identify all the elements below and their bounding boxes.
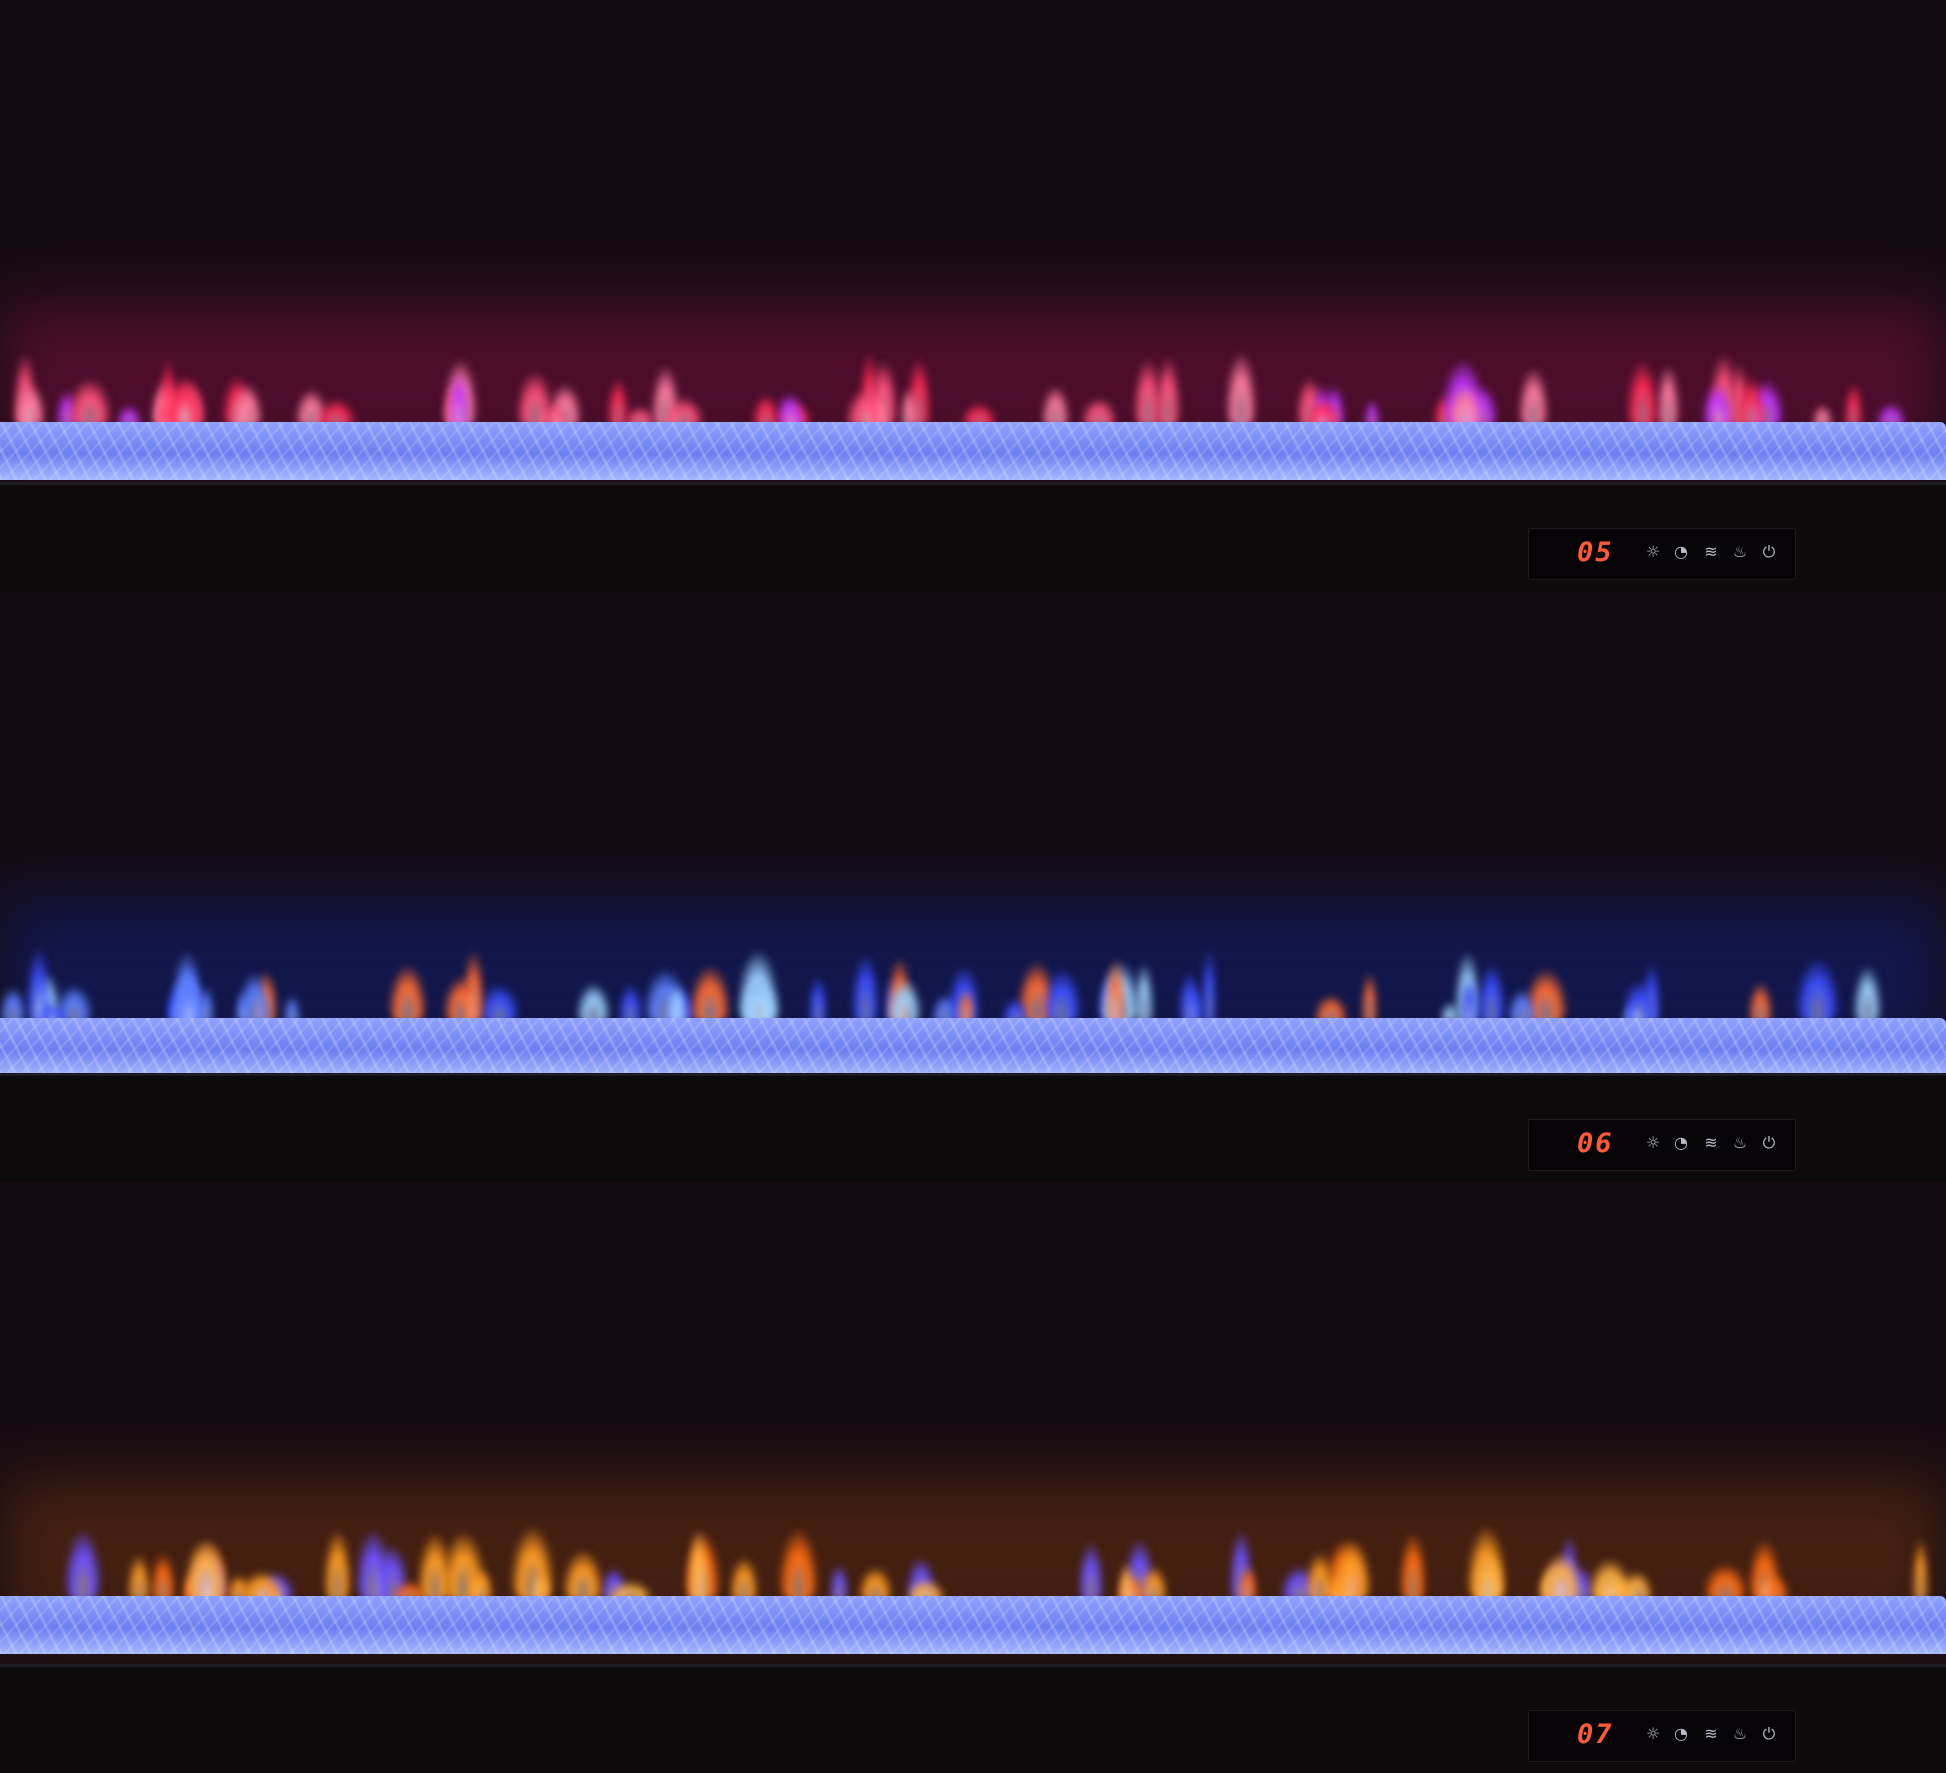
flame [1461,979,1479,1024]
flame [1119,1563,1134,1602]
flame [1364,399,1380,428]
flame [851,956,880,1024]
flame [283,996,301,1024]
flame [1238,1565,1257,1602]
brightness-icon[interactable]: ☼ [1645,542,1661,561]
led-display: 07 [1577,1719,1614,1750]
flame [478,985,520,1024]
flame [1362,972,1378,1024]
flame [517,372,553,428]
flame [1844,383,1863,428]
heat-icon[interactable]: ≋ [1704,1724,1718,1743]
flame [740,981,781,1024]
flame [232,384,262,428]
flame [669,984,685,1024]
flame [619,984,642,1024]
flame [576,983,610,1024]
flame [356,1530,391,1602]
flame-icon[interactable]: ♨ [1732,1133,1748,1152]
flame [958,989,975,1024]
power-icon[interactable]: ⏻ [1762,542,1776,561]
flame [729,1557,759,1602]
flame [901,387,917,428]
flame [463,951,485,1024]
flame [1589,1559,1632,1602]
flame [1201,950,1216,1024]
flame [830,1564,848,1602]
flame [869,361,898,428]
firebox [0,0,1946,482]
flame [607,378,628,428]
flame [235,990,250,1024]
flame [1478,965,1505,1024]
flame [1334,1541,1372,1602]
flame [1913,1538,1929,1602]
flame [27,949,51,1024]
flame [388,965,427,1024]
power-icon[interactable]: ⏻ [1762,1724,1776,1743]
control-trim: 06 ☼ ◔ ≋ ♨ ⏻ [0,1073,1946,1182]
flame [196,985,215,1024]
timer-icon[interactable]: ◔ [1674,1724,1688,1743]
crystal-media-bed [0,1018,1946,1073]
flame [184,1540,228,1602]
flame [1042,387,1070,428]
flame [1399,1533,1426,1602]
flame [1704,1565,1747,1602]
flame [1135,964,1154,1024]
flame [1105,960,1125,1024]
flame [1748,982,1772,1024]
control-trim: 05 ☼ ◔ ≋ ♨ ⏻ [0,482,1946,591]
flame [178,977,201,1024]
brightness-icon[interactable]: ☼ [1645,1133,1661,1152]
flame [16,385,45,428]
led-display: 05 [1577,537,1614,568]
flame [1627,362,1658,428]
flame [888,980,922,1024]
fireplace-panel: 06 ☼ ◔ ≋ ♨ ⏻ [0,591,1946,1182]
led-display: 06 [1577,1128,1614,1159]
flame [1156,358,1180,428]
heat-icon[interactable]: ≋ [1704,1133,1718,1152]
timer-icon[interactable]: ◔ [1674,1133,1688,1152]
flame [151,1553,176,1602]
flame [1623,982,1657,1024]
flame [449,371,469,428]
flame [1656,365,1679,428]
fireplace-panel: 07 ☼ ◔ ≋ ♨ ⏻ [0,1182,1946,1773]
brightness-icon[interactable]: ☼ [1645,1724,1661,1743]
flame-icon[interactable]: ♨ [1732,542,1748,561]
power-icon[interactable]: ⏻ [1762,1133,1776,1152]
control-trim: 07 ☼ ◔ ≋ ♨ ⏻ [0,1664,1946,1773]
heat-icon[interactable]: ≋ [1704,542,1718,561]
flame [1179,972,1201,1024]
control-panel: 07 ☼ ◔ ≋ ♨ ⏻ [1528,1710,1796,1762]
flame [689,967,731,1024]
control-panel: 06 ☼ ◔ ≋ ♨ ⏻ [1528,1119,1796,1171]
firebox [0,591,1946,1073]
crystal-media-bed [0,1596,1946,1654]
flame [1795,960,1839,1024]
flame [1042,970,1082,1024]
control-panel: 05 ☼ ◔ ≋ ♨ ⏻ [1528,528,1796,580]
flame [418,1533,453,1602]
flame [128,1555,150,1602]
flame [809,976,827,1024]
firebox [0,1182,1946,1664]
flame [164,376,205,428]
flame [1448,386,1483,428]
flame [1540,1554,1581,1602]
flame [688,1530,709,1602]
flame [67,379,111,428]
flame [323,1531,351,1602]
flame [1078,1543,1103,1602]
crystal-media-bed [0,422,1946,480]
flame-icon[interactable]: ♨ [1732,1724,1748,1743]
fireplace-panel: 05 ☼ ◔ ≋ ♨ ⏻ [0,0,1946,591]
timer-icon[interactable]: ◔ [1674,542,1688,561]
